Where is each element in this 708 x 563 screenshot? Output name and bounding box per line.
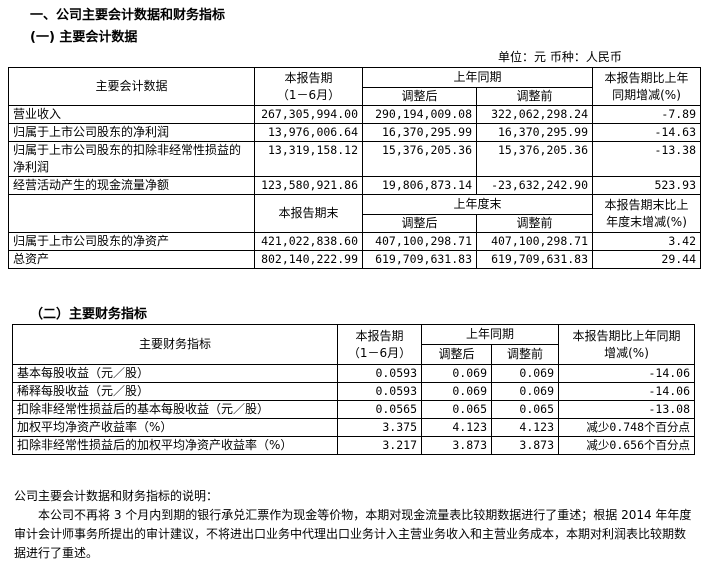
header-period-end: 本报告期末 <box>254 194 363 233</box>
header-adjusted: 调整后 <box>421 344 492 365</box>
header-item: 主要会计数据 <box>8 67 255 106</box>
table-row: 扣除非经常性损益后的加权平均净资产收益率（%） 3.217 3.873 3.873 减少… <box>12 436 696 455</box>
header-prev: 上年同期 <box>420 324 560 345</box>
table-row: 归属于上市公司股东的净资产 421,022,838.60 407,100,298.7… <box>8 232 702 251</box>
table-row: 营业收入 267,305,994.00 290,194,009.08 322,062,… <box>8 105 702 124</box>
header-item: 主要财务指标 <box>12 324 338 365</box>
header-before: 调整前 <box>475 214 594 233</box>
header-prev-year-end: 上年度末 <box>361 194 594 215</box>
table-row: 归属于上市公司股东的净利润 13,976,006.64 16,370,295.99 1… <box>8 123 702 142</box>
header-prev: 上年同期 <box>361 67 594 88</box>
header-blank <box>8 194 255 233</box>
section-title: 一、公司主要会计数据和财务指标 <box>30 8 226 23</box>
note-body: 本公司不再将 3 个月内到期的银行承兑汇票作为现金等价物，本期对现金流量表比较期… <box>14 508 692 560</box>
table-row: 加权平均净资产收益率（%） 3.375 4.123 4.123 减少0.748个百分点 <box>12 418 696 437</box>
note-title: 公司主要会计数据和财务指标的说明： <box>14 489 219 503</box>
table-row: 扣除非经常性损益后的基本每股收益（元／股） 0.0565 0.065 0.065 -13… <box>12 400 696 419</box>
header-before: 调整前 <box>475 87 594 106</box>
accounting-data-table: 主要会计数据 本报告期 （1－6月） 上年同期 本报告期比上年 同期增减(%) 调整… <box>8 67 702 269</box>
table-row: 稀释每股收益（元／股） 0.0593 0.069 0.069 -14.06 <box>12 382 696 401</box>
header-current: 本报告期 （1－6月） <box>254 67 363 106</box>
table-row: 经营活动产生的现金流量净额 123,580,921.86 19,806,873.14… <box>8 176 702 195</box>
subsection-title-2: （二）主要财务指标 <box>30 307 148 322</box>
header-change: 本报告期比上年同期增减(%) <box>592 67 702 106</box>
subsection-title: (一) 主要会计数据 <box>30 30 138 45</box>
header-adjusted: 调整后 <box>362 214 477 233</box>
table-row: 归属于上市公司股东的扣除非经常性损益的净利润 13,319,158.12 15,37… <box>8 141 702 177</box>
header-current: 本报告期 （1－6月） <box>337 324 422 365</box>
header-adjusted: 调整后 <box>362 87 477 106</box>
header-change-2: 本报告期末比上 年度末增减(%) <box>592 194 702 233</box>
financial-indicators-table: 主要财务指标 本报告期 （1－6月） 上年同期 本报告期比上年同期 增减(%) 调整… <box>12 324 696 455</box>
header-before: 调整前 <box>490 344 560 365</box>
header-change: 本报告期比上年同期增减(%) <box>558 324 696 365</box>
table-row: 基本每股收益（元／股） 0.0593 0.069 0.069 -14.06 <box>12 364 696 383</box>
unit-line: 单位：元 币种：人民币 <box>498 50 622 64</box>
table-row: 总资产 802,140,222.99 619,709,631.83 619,709,6… <box>8 250 702 269</box>
